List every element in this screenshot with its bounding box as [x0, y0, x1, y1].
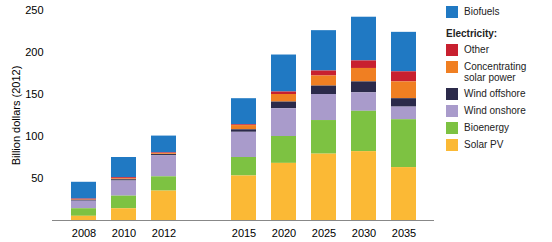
svg-text:Billion dollars (2012): Billion dollars (2012): [10, 66, 22, 166]
svg-text:2030: 2030: [352, 227, 376, 239]
svg-text:2020: 2020: [272, 227, 296, 239]
svg-text:250: 250: [25, 4, 43, 16]
html-text:Solar PV: Solar PV: [464, 139, 504, 150]
svg-text:50: 50: [31, 172, 43, 184]
html-text:Biofuels: Biofuels: [464, 6, 500, 17]
svg-text:2008: 2008: [72, 227, 96, 239]
svg-text:2035: 2035: [392, 227, 416, 239]
svg-text:2015: 2015: [232, 227, 256, 239]
html-text:Wind onshore: Wind onshore: [464, 105, 526, 116]
html-text:Bioenergy: Bioenergy: [464, 122, 509, 133]
svg-text:2010: 2010: [112, 227, 136, 239]
svg-text:2025: 2025: [312, 227, 336, 239]
svg-text:100: 100: [25, 130, 43, 142]
html-text:Wind offshore: Wind offshore: [464, 88, 526, 99]
html-text:Electricity:: Electricity:: [446, 28, 498, 39]
svg-text:2012: 2012: [152, 227, 176, 239]
html-text:Other: Other: [464, 44, 489, 55]
html-text:Concentrating solar power: Concentrating solar power: [464, 61, 527, 83]
svg-text:150: 150: [25, 88, 43, 100]
svg-text:200: 200: [25, 46, 43, 58]
